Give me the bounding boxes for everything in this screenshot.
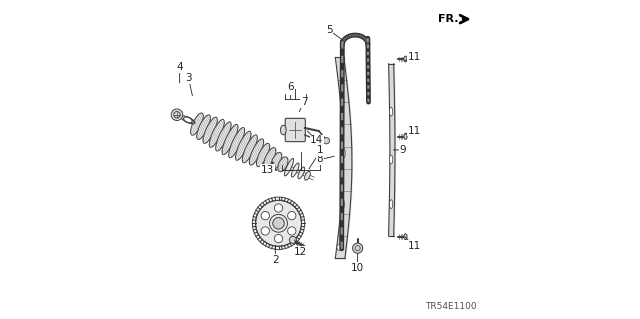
Circle shape bbox=[261, 211, 269, 220]
Circle shape bbox=[273, 218, 284, 229]
Text: 5: 5 bbox=[326, 25, 342, 40]
Ellipse shape bbox=[342, 148, 345, 158]
Circle shape bbox=[255, 200, 301, 246]
Circle shape bbox=[287, 211, 296, 220]
Ellipse shape bbox=[243, 135, 257, 163]
Ellipse shape bbox=[222, 124, 238, 155]
Text: FR.: FR. bbox=[438, 14, 459, 24]
Circle shape bbox=[261, 227, 269, 235]
FancyBboxPatch shape bbox=[285, 118, 305, 142]
Ellipse shape bbox=[285, 159, 294, 176]
Text: 1: 1 bbox=[309, 146, 323, 169]
Ellipse shape bbox=[228, 128, 244, 158]
Ellipse shape bbox=[289, 236, 296, 243]
Text: 3: 3 bbox=[185, 73, 193, 96]
Ellipse shape bbox=[341, 97, 344, 107]
Ellipse shape bbox=[337, 244, 342, 250]
Circle shape bbox=[171, 109, 182, 121]
Circle shape bbox=[353, 243, 363, 253]
Ellipse shape bbox=[341, 199, 344, 209]
Text: 10: 10 bbox=[351, 254, 364, 273]
Text: 11: 11 bbox=[404, 52, 420, 63]
Ellipse shape bbox=[404, 134, 407, 139]
Ellipse shape bbox=[203, 117, 218, 144]
Ellipse shape bbox=[191, 113, 204, 135]
Circle shape bbox=[275, 234, 283, 243]
Ellipse shape bbox=[271, 152, 282, 170]
Text: 8: 8 bbox=[317, 154, 334, 165]
Text: 6: 6 bbox=[287, 82, 294, 92]
Text: 12: 12 bbox=[294, 240, 307, 257]
Text: 11: 11 bbox=[404, 237, 420, 251]
Ellipse shape bbox=[404, 234, 407, 240]
Ellipse shape bbox=[298, 167, 305, 179]
Ellipse shape bbox=[291, 163, 299, 177]
Circle shape bbox=[316, 138, 321, 144]
Text: 13: 13 bbox=[260, 163, 274, 175]
Circle shape bbox=[275, 204, 283, 212]
Text: 14: 14 bbox=[307, 131, 323, 145]
Ellipse shape bbox=[278, 157, 288, 172]
Text: 11: 11 bbox=[404, 126, 420, 136]
Ellipse shape bbox=[216, 122, 231, 151]
Ellipse shape bbox=[250, 139, 264, 165]
Text: 4: 4 bbox=[177, 62, 183, 83]
Text: 2: 2 bbox=[272, 246, 278, 265]
Ellipse shape bbox=[209, 119, 224, 147]
Ellipse shape bbox=[196, 115, 211, 139]
Ellipse shape bbox=[264, 148, 276, 169]
Text: 6: 6 bbox=[287, 84, 294, 99]
Circle shape bbox=[323, 137, 330, 144]
Text: 1: 1 bbox=[317, 145, 323, 155]
Ellipse shape bbox=[390, 200, 393, 209]
Ellipse shape bbox=[390, 107, 393, 116]
Ellipse shape bbox=[390, 155, 393, 164]
Ellipse shape bbox=[404, 56, 407, 62]
Circle shape bbox=[287, 227, 296, 235]
Ellipse shape bbox=[236, 131, 251, 160]
Text: 7: 7 bbox=[300, 97, 307, 112]
Text: TR54E1100: TR54E1100 bbox=[425, 302, 476, 311]
Ellipse shape bbox=[280, 125, 286, 135]
Ellipse shape bbox=[257, 143, 269, 167]
Text: 9: 9 bbox=[394, 145, 406, 155]
Ellipse shape bbox=[305, 171, 310, 180]
